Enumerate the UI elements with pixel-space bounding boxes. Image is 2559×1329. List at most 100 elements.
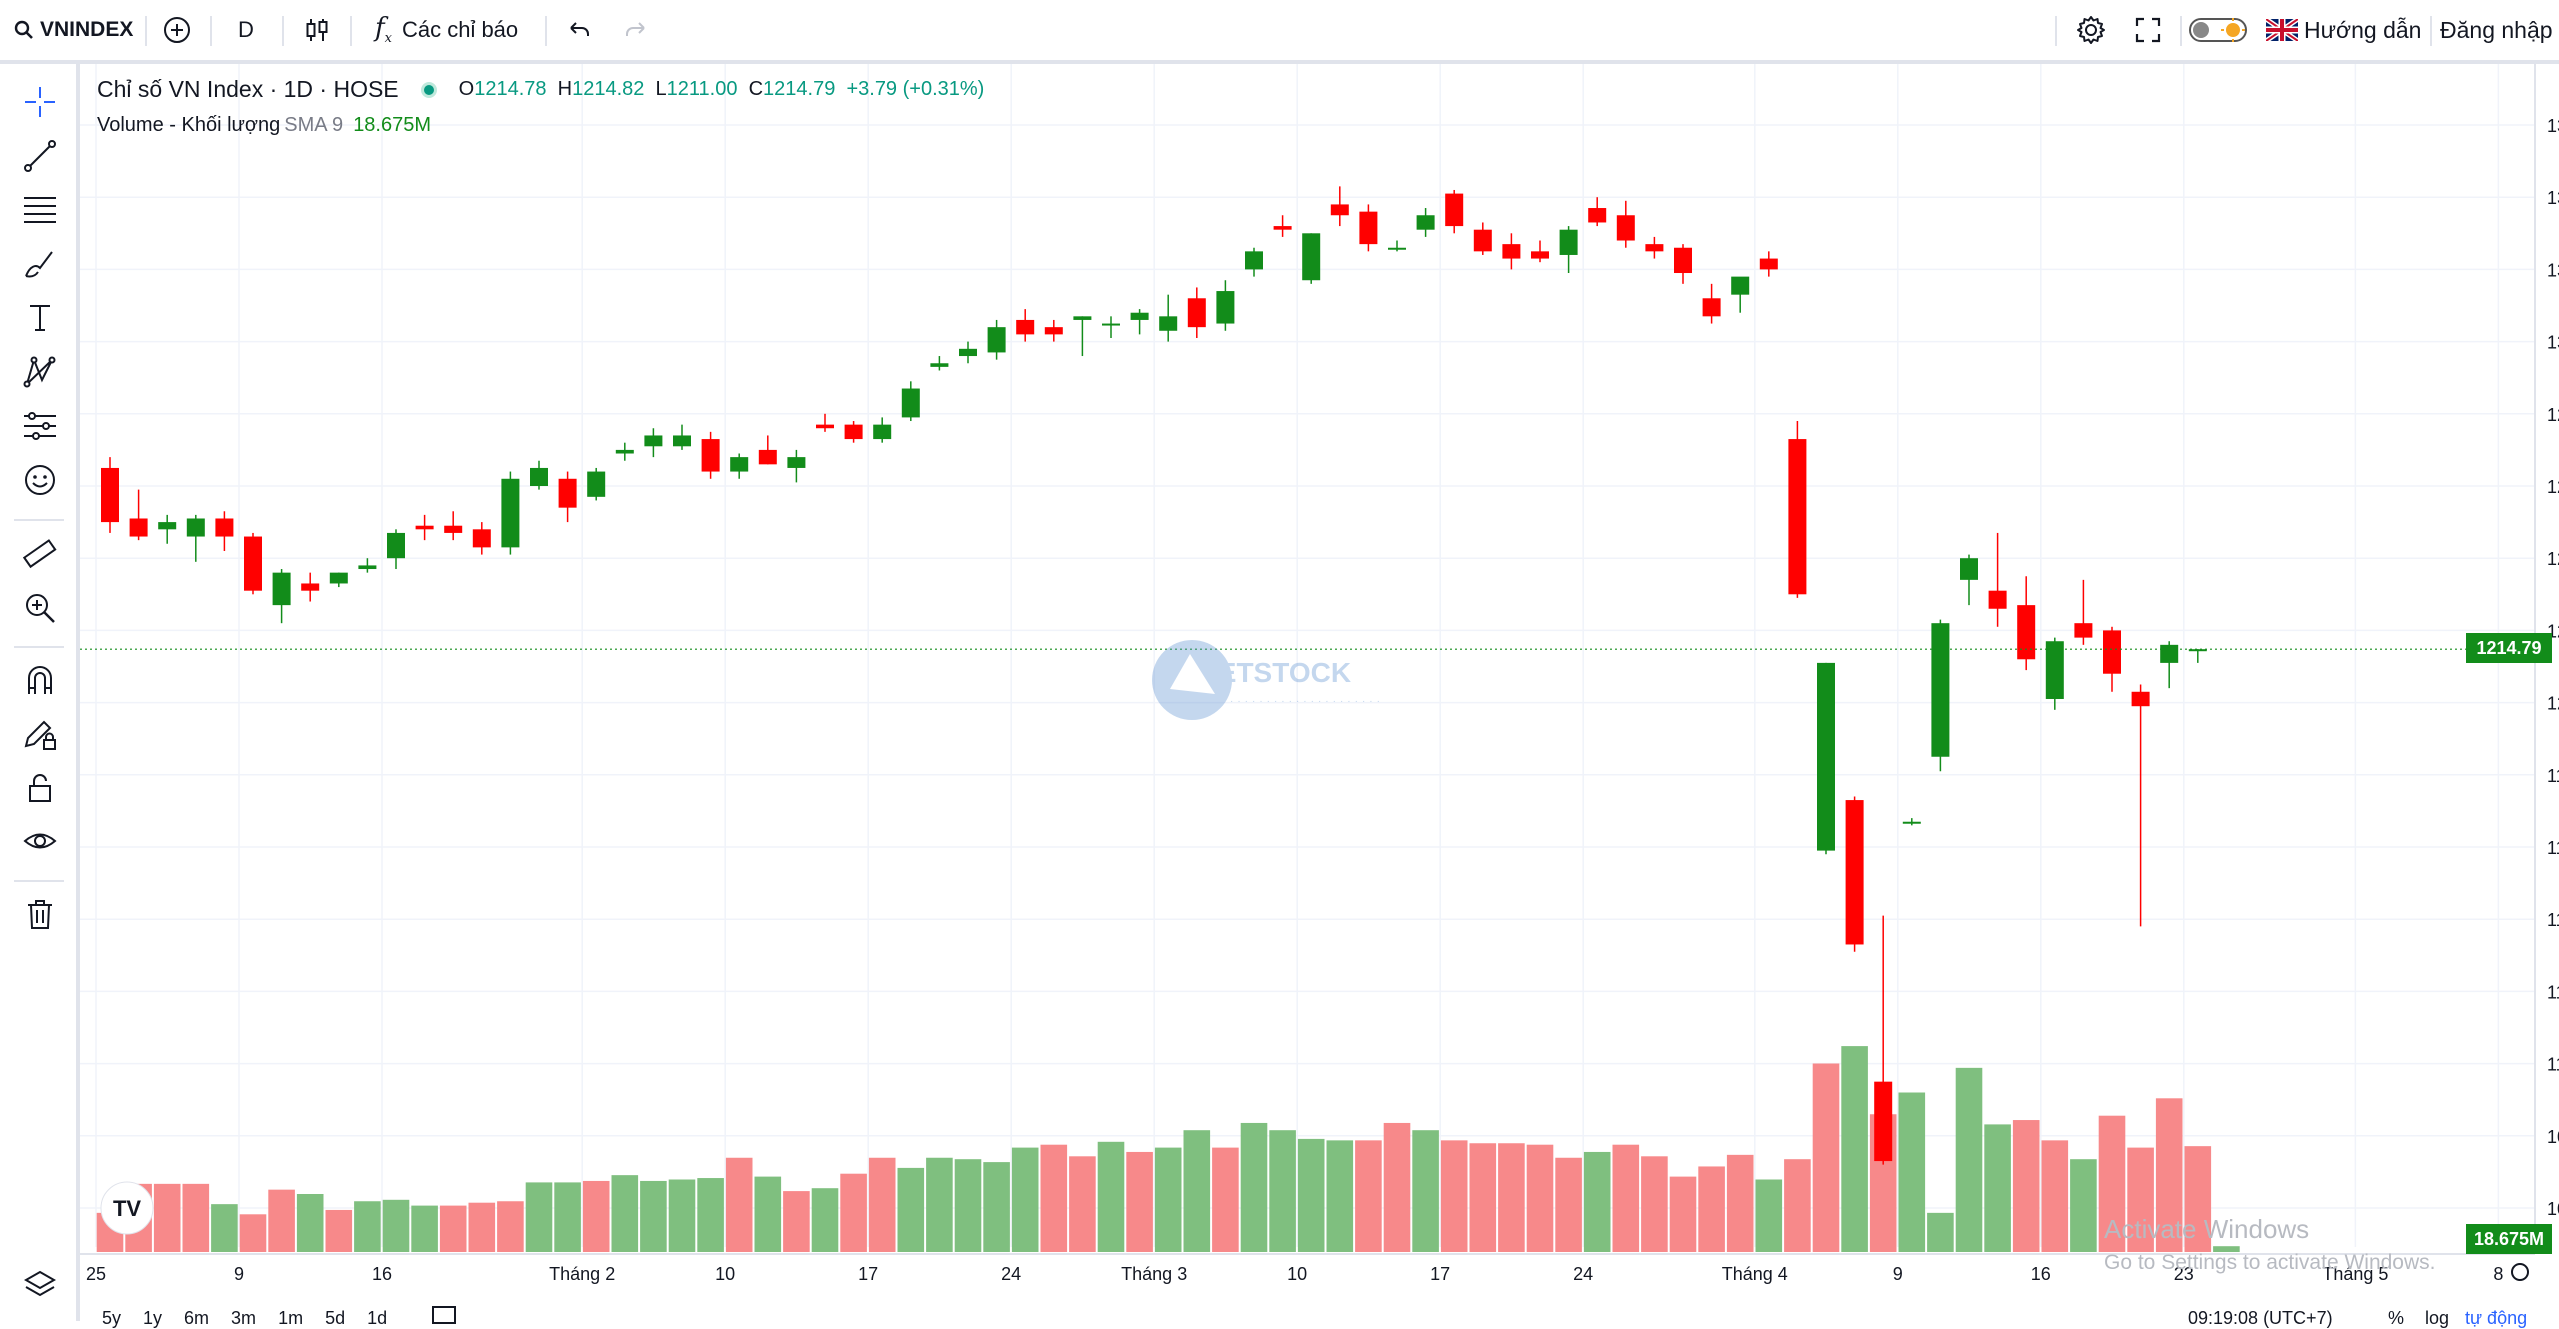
fib-lines-icon: [22, 192, 58, 233]
volume-bar: [611, 1175, 639, 1252]
add-symbol-button[interactable]: [162, 0, 192, 60]
candle-body: [1902, 821, 1921, 824]
divider: [210, 16, 212, 46]
pattern-tool[interactable]: [18, 352, 62, 396]
candle-body: [1187, 298, 1206, 328]
candle-body: [1845, 800, 1864, 945]
range-button-5d[interactable]: 5d: [325, 1308, 346, 1328]
range-button-1m[interactable]: 1m: [278, 1308, 304, 1328]
login-button[interactable]: Đăng nhập: [2440, 0, 2553, 60]
axis-settings-icon[interactable]: [2511, 1263, 2529, 1281]
auto-toggle[interactable]: tự động: [2465, 1308, 2528, 1328]
eye-icon: [22, 824, 58, 865]
fib-tool[interactable]: [18, 190, 62, 234]
magnet-tool[interactable]: [18, 660, 62, 704]
volume-bar: [1669, 1176, 1697, 1252]
redo-button[interactable]: [622, 0, 650, 60]
candle-body: [2017, 605, 2036, 660]
measure-tool[interactable]: [18, 534, 62, 578]
object-tree-button[interactable]: [18, 1264, 62, 1308]
redo-icon: [622, 16, 650, 44]
volume-bar: [897, 1167, 925, 1252]
lock-drawing-tool[interactable]: [18, 714, 62, 758]
calendar-icon[interactable]: [432, 1306, 456, 1324]
undo-button[interactable]: [565, 0, 593, 60]
lock-all-tool[interactable]: [18, 768, 62, 812]
volume-bar: [2041, 1140, 2069, 1252]
candle-body: [472, 529, 491, 548]
price-tick-label: 1100.00: [2547, 1055, 2559, 1075]
unlock-icon: [22, 770, 58, 811]
divider: [145, 16, 147, 46]
open-value: 1214.78: [474, 78, 547, 100]
volume-bar: [1383, 1122, 1411, 1252]
range-button-3m[interactable]: 3m: [231, 1308, 257, 1328]
interval-button[interactable]: D: [238, 0, 254, 60]
price-chart[interactable]: IETSTOCK ····················· 1360.0013…: [80, 64, 2559, 1300]
indicators-button[interactable]: fx Các chỉ báo: [375, 0, 518, 60]
guide-link[interactable]: Hướng dẫn: [2266, 0, 2421, 60]
volume-bar: [1011, 1147, 1039, 1252]
candle-body: [730, 457, 749, 472]
volume-bar: [754, 1176, 782, 1252]
time-tick-label: 25: [86, 1264, 106, 1284]
candle-body: [1588, 208, 1607, 223]
percent-toggle[interactable]: %: [2388, 1308, 2405, 1328]
guide-label: Hướng dẫn: [2304, 16, 2422, 43]
theme-toggle[interactable]: [2188, 0, 2250, 60]
undo-icon: [565, 16, 593, 44]
candle-body: [1330, 204, 1349, 216]
drawing-toolbar: [0, 64, 80, 1321]
range-button-5y[interactable]: 5y: [102, 1308, 122, 1328]
text-icon: [22, 300, 58, 341]
prediction-icon: [22, 408, 58, 449]
volume-bar: [554, 1182, 581, 1252]
volume-bar: [1126, 1151, 1153, 1252]
trend-line-tool[interactable]: [18, 136, 62, 180]
candle-body: [987, 327, 1006, 353]
time-tick-label: 10: [1287, 1264, 1307, 1284]
divider: [2180, 16, 2182, 46]
crosshair-tool[interactable]: [18, 82, 62, 126]
prediction-tool[interactable]: [18, 406, 62, 450]
zoom-tool[interactable]: [18, 588, 62, 632]
divider: [545, 16, 547, 46]
gear-icon: [2075, 14, 2107, 46]
volume-bar: [725, 1157, 753, 1252]
volume-bar: [1984, 1124, 2011, 1252]
volume-bar: [840, 1173, 867, 1252]
tradingview-logo[interactable]: TV: [100, 1181, 154, 1235]
pencil-lock-icon: [22, 716, 58, 757]
chart-type-button[interactable]: [302, 0, 332, 60]
log-toggle[interactable]: log: [2425, 1308, 2450, 1328]
clock-time[interactable]: 09:19:08 (UTC+7): [2188, 1308, 2333, 1328]
candle-body: [215, 518, 234, 537]
candle-body: [816, 424, 834, 429]
candle-body: [2188, 649, 2207, 652]
symbol-search[interactable]: VNINDEX: [14, 0, 133, 60]
volume-bar: [983, 1162, 1010, 1252]
candle-body: [1702, 298, 1721, 317]
emoji-tool[interactable]: [18, 460, 62, 504]
volume-legend: Volume - Khối lượng SMA 9 18.675M: [97, 114, 431, 137]
text-tool[interactable]: [18, 298, 62, 342]
settings-button[interactable]: [2075, 0, 2107, 60]
range-button-1y[interactable]: 1y: [143, 1308, 163, 1328]
volume-bar: [954, 1159, 982, 1252]
volume-bar: [411, 1205, 438, 1252]
range-button-6m[interactable]: 6m: [184, 1308, 210, 1328]
vietstock-watermark: IETSTOCK ·····················: [1152, 640, 1380, 720]
candle-body: [186, 518, 205, 537]
candle-body: [758, 449, 777, 465]
volume-bar: [382, 1199, 410, 1252]
candle-body: [444, 525, 463, 533]
hide-drawings-tool[interactable]: [18, 822, 62, 866]
brush-tool[interactable]: [18, 244, 62, 288]
price-tick-label: 1160.00: [2547, 838, 2559, 858]
candle-body: [1960, 558, 1978, 580]
delete-drawings-tool[interactable]: [18, 894, 62, 938]
candle-body: [558, 478, 577, 508]
range-button-1d[interactable]: 1d: [367, 1308, 388, 1328]
volume-bar: [2070, 1159, 2097, 1252]
fullscreen-button[interactable]: [2133, 0, 2163, 60]
